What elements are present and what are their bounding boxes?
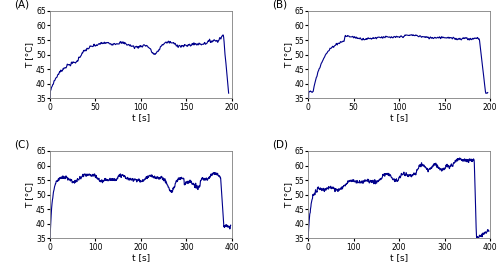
Text: (D): (D) xyxy=(272,139,288,149)
Y-axis label: T [°C]: T [°C] xyxy=(284,182,293,208)
Text: (A): (A) xyxy=(14,0,29,9)
Y-axis label: T [°C]: T [°C] xyxy=(284,42,293,68)
X-axis label: t [s]: t [s] xyxy=(390,113,408,122)
Y-axis label: T [°C]: T [°C] xyxy=(26,42,35,68)
Y-axis label: T [°C]: T [°C] xyxy=(26,182,35,208)
X-axis label: t [s]: t [s] xyxy=(390,253,408,262)
Text: (B): (B) xyxy=(272,0,287,9)
X-axis label: t [s]: t [s] xyxy=(132,253,150,262)
X-axis label: t [s]: t [s] xyxy=(132,113,150,122)
Text: (C): (C) xyxy=(14,139,29,149)
